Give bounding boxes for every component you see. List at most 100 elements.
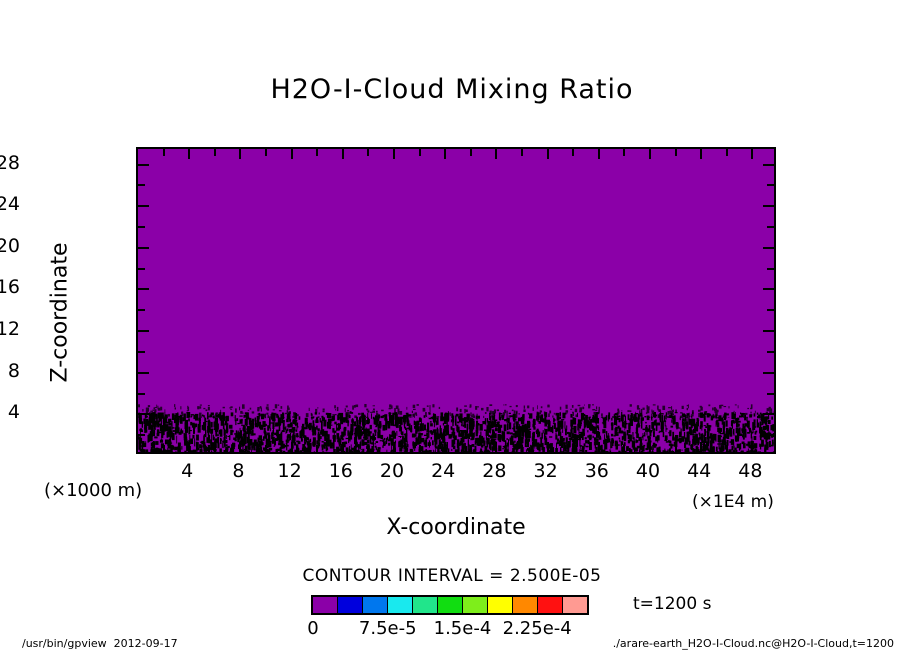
contour-interval-caption: CONTOUR INTERVAL = 2.500E-05 [302, 566, 602, 586]
y-axis-tick [138, 184, 145, 187]
y-axis-tick [767, 267, 774, 270]
y-axis-tick [138, 392, 145, 395]
x-axis-tick-label: 44 [687, 460, 712, 482]
colorbar [311, 595, 589, 615]
y-axis-tick [138, 413, 149, 416]
colorbar-tick-label: 2.25e-4 [502, 618, 572, 639]
footer-right: ./arare-earth_H2O-I-Cloud.nc@H2O-I-Cloud… [612, 637, 894, 650]
x-axis-tick [265, 149, 267, 156]
x-axis-tick [469, 445, 472, 452]
y-axis-tick [767, 434, 774, 437]
colorbar-segment [338, 597, 363, 613]
y-axis-tick-label: 16 [0, 276, 20, 299]
x-axis-tick [597, 149, 600, 159]
y-axis-tick [138, 371, 149, 374]
x-axis-tick [393, 149, 395, 159]
y-axis-tick [763, 330, 774, 333]
x-axis-tick [674, 149, 677, 156]
colorbar-segment [563, 597, 587, 613]
plot-frame [136, 147, 776, 454]
y-axis-tick-label: 4 [7, 401, 20, 424]
y-axis-tick [138, 246, 149, 249]
x-axis-tick-label: 28 [482, 460, 507, 482]
contour-noise-band [138, 412, 774, 452]
x-axis-tick [418, 149, 421, 156]
x-axis-tick-label: 8 [232, 460, 245, 482]
x-axis-tick [546, 442, 549, 452]
x-axis-tick-label: 40 [635, 460, 661, 482]
y-axis-tick [767, 226, 774, 229]
y-axis-tick [767, 350, 774, 353]
x-axis-tick [341, 149, 344, 159]
x-axis-tick [495, 149, 498, 159]
x-axis-tick [572, 445, 575, 452]
x-axis-tick [700, 149, 703, 159]
x-axis-tick [495, 442, 498, 452]
x-axis-tick [649, 149, 651, 159]
colorbar-segment [488, 597, 513, 613]
x-axis-tick [674, 445, 677, 452]
y-axis-tick [138, 434, 145, 437]
y-axis-tick [138, 205, 149, 208]
x-axis-tick [725, 445, 728, 452]
x-axis-tick [572, 149, 575, 156]
x-axis-tick [188, 442, 191, 452]
x-axis-tick [546, 149, 549, 159]
x-axis-tick [239, 149, 242, 159]
x-axis-tick [700, 442, 703, 452]
x-axis-tick [725, 149, 728, 156]
x-axis-tick [623, 149, 626, 156]
x-axis-tick [393, 442, 395, 452]
x-axis-tick-label: 48 [738, 460, 763, 482]
x-axis-tick-label: 24 [431, 460, 456, 482]
y-axis-unit-label: (×1000 m) [44, 480, 143, 501]
y-axis-tick-label: 8 [7, 359, 20, 382]
colorbar-segment [513, 597, 538, 613]
x-axis-tick [521, 445, 523, 452]
x-axis-tick [316, 445, 319, 452]
x-axis-tick-label: 32 [533, 460, 558, 482]
y-axis-tick [767, 184, 774, 187]
y-axis-tick [138, 267, 145, 270]
time-annotation: t=1200 s [633, 594, 712, 614]
x-axis-tick [213, 149, 216, 156]
x-axis-tick [751, 442, 754, 452]
y-axis-tick [763, 246, 774, 249]
colorbar-segment [363, 597, 388, 613]
x-axis-tick-label: 36 [584, 460, 609, 482]
y-axis-tick-label: 28 [0, 151, 20, 174]
y-axis-title: Z-coordinate [47, 242, 73, 383]
x-axis-tick-label: 4 [181, 460, 194, 482]
y-axis-tick [767, 392, 774, 395]
x-axis-tick [367, 445, 370, 452]
page-title: H2O-I-Cloud Mixing Ratio [270, 74, 634, 105]
colorbar-segment [538, 597, 563, 613]
y-axis-tick [763, 371, 774, 374]
x-axis-tick [162, 445, 165, 452]
y-axis-tick [767, 309, 774, 312]
x-axis-tick [290, 442, 293, 452]
colorbar-segment [438, 597, 463, 613]
x-axis-tick [316, 149, 319, 156]
colorbar-tick-label: 7.5e-5 [358, 618, 417, 639]
y-axis-tick [763, 163, 774, 166]
x-axis-tick-label: 16 [328, 460, 353, 482]
colorbar-segment [463, 597, 488, 613]
colorbar-tick-label: 0 [307, 618, 319, 639]
y-axis-tick [763, 205, 774, 208]
x-axis-tick [213, 445, 216, 452]
colorbar-tick-label: 1.5e-4 [433, 618, 492, 639]
x-axis-tick [162, 149, 165, 156]
y-axis-tick [763, 413, 774, 416]
y-axis-tick-label: 24 [0, 193, 20, 216]
x-axis-tick [367, 149, 370, 156]
y-axis-tick [138, 309, 145, 312]
x-axis-title: X-coordinate [386, 515, 526, 540]
y-axis-tick [138, 330, 149, 333]
x-axis-tick [418, 445, 421, 452]
contour-fill-region [138, 149, 774, 452]
x-axis-tick [444, 442, 447, 452]
x-axis-tick-label: 20 [379, 460, 405, 482]
x-axis-tick [597, 442, 600, 452]
y-axis-tick [138, 288, 149, 291]
